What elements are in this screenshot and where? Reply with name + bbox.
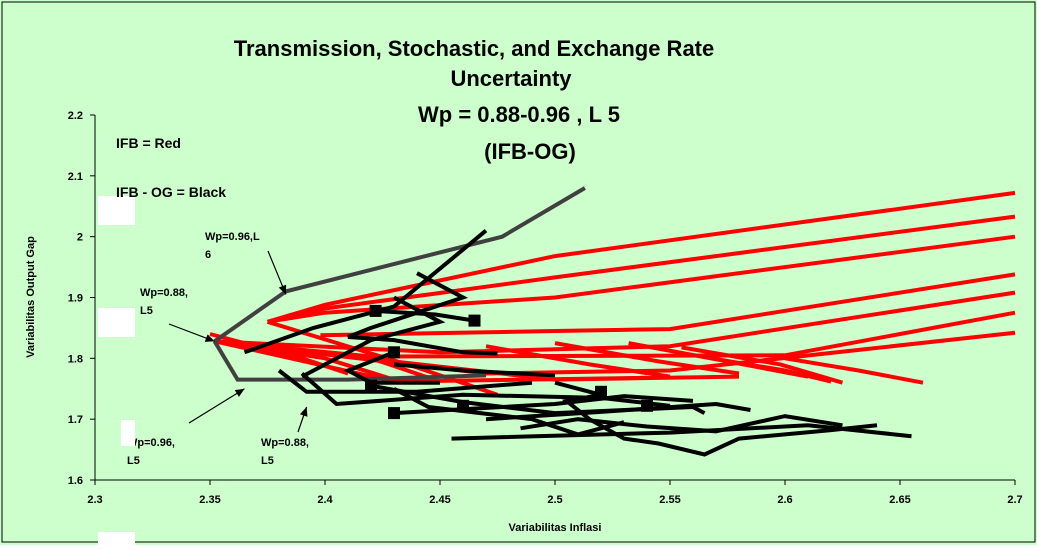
tick-layer: 2.3 2.35 2.4 2.45 2.5 2.55 2.6 2.65 2.7 1.6 1.7 1.8… — [68, 110, 1023, 506]
data-marker-6 — [457, 399, 469, 412]
annotation-arrowhead — [204, 334, 215, 342]
mask-box — [98, 196, 135, 225]
chart-title-line-2: Uncertainty — [450, 66, 572, 91]
data-marker-8 — [641, 399, 653, 412]
x-tick-label: 2.4 — [317, 494, 333, 506]
series-line-5 — [214, 290, 1016, 355]
annotation-text: Wp=0.88, — [140, 287, 188, 299]
y-tick-label: 1.8 — [68, 353, 83, 365]
data-marker-3 — [388, 346, 400, 359]
series-line-35 — [554, 380, 878, 457]
x-tick-label: 2.6 — [777, 494, 792, 506]
x-tick-label: 2.35 — [199, 494, 220, 506]
mask-box — [98, 308, 135, 337]
annotation-1: Wp=0.96,L 6 — [205, 231, 287, 295]
series-line-33 — [520, 414, 843, 434]
data-marker-5 — [388, 407, 400, 420]
series-line-19 — [784, 356, 924, 385]
annotation-arrow-line — [188, 388, 245, 424]
annotation-layer: Wp=0.96,L 6 Wp=0.88, L5 Wp=0.96, L5 Wp=0.88, L5 — [127, 231, 309, 467]
x-axis-title: Variabilitas Inflasi — [509, 522, 602, 534]
annotation-4: Wp=0.88, L5 — [261, 406, 309, 467]
marker-layer — [365, 304, 653, 420]
annotation-text: L5 — [261, 455, 274, 467]
series-line-32 — [485, 401, 751, 422]
x-tick-label: 2.55 — [659, 494, 680, 506]
series-line-4 — [320, 272, 1016, 338]
legend-note-ifb: IFB = Red — [116, 135, 181, 151]
data-marker-7 — [595, 385, 607, 398]
chart-title-line-3: Wp = 0.88-0.96 , L 5 — [418, 102, 620, 127]
x-tick-label: 2.45 — [429, 494, 450, 506]
data-marker-4 — [365, 379, 377, 392]
series-line-15 — [554, 341, 740, 376]
series-line-23 — [301, 295, 446, 379]
series-line-22 — [243, 229, 488, 355]
annotation-text: Wp=0.96,L — [205, 231, 260, 243]
annotation-arrowhead — [299, 407, 308, 417]
annotation-text: Wp=0.88, — [261, 437, 309, 449]
y-tick-label: 1.9 — [68, 293, 83, 305]
annotation-text: 6 — [205, 249, 211, 261]
y-tick-label: 2 — [77, 232, 83, 244]
series-line-18 — [711, 356, 832, 384]
annotation-text: Wp=0.96, — [127, 437, 175, 449]
data-marker-2 — [468, 314, 481, 327]
series-line-17 — [681, 345, 844, 385]
series-line-28 — [343, 350, 440, 385]
series-line-2 — [267, 214, 1016, 324]
annotation-3: Wp=0.96, L5 — [127, 388, 245, 467]
series-line-14 — [485, 344, 671, 379]
series-line-13 — [209, 332, 349, 376]
series-line-26 — [277, 368, 533, 394]
legend-note-ifb-og: IFB - OG = Black — [116, 184, 226, 200]
x-tick-label: 2.5 — [547, 494, 562, 506]
y-tick-label: 2.1 — [68, 171, 83, 183]
series-line-20 — [213, 186, 586, 343]
series-line-25 — [375, 308, 475, 323]
series-line-36 — [393, 362, 556, 378]
series-line-34 — [451, 423, 912, 441]
y-axis-title: Variabilitas Output Gap — [25, 236, 37, 358]
annotation-text: L5 — [127, 455, 140, 467]
y-tick-label: 1.7 — [68, 414, 83, 426]
mask-box — [98, 532, 135, 545]
mask-box — [121, 420, 135, 446]
chart-title-line-1: Transmission, Stochastic, and Exchange R… — [234, 36, 715, 61]
series-line-24 — [347, 271, 498, 356]
y-tick-label: 2.2 — [68, 110, 83, 122]
x-tick-label: 2.7 — [1007, 494, 1022, 506]
annotation-text: L5 — [140, 305, 153, 317]
series-line-27 — [300, 372, 671, 408]
series-line-31 — [393, 387, 625, 437]
x-tick-label: 2.65 — [889, 494, 910, 506]
series-line-29 — [393, 394, 694, 416]
annotation-2: Wp=0.88, L5 — [140, 287, 215, 342]
y-tick-label: 1.6 — [68, 475, 83, 487]
data-marker-1 — [369, 304, 382, 317]
series-layer — [209, 186, 1016, 457]
annotation-arrowhead — [234, 388, 245, 397]
chart-title-line-4: (IFB-OG) — [484, 139, 576, 164]
x-tick-label: 2.3 — [87, 494, 102, 506]
annotation-arrowhead — [278, 284, 287, 295]
